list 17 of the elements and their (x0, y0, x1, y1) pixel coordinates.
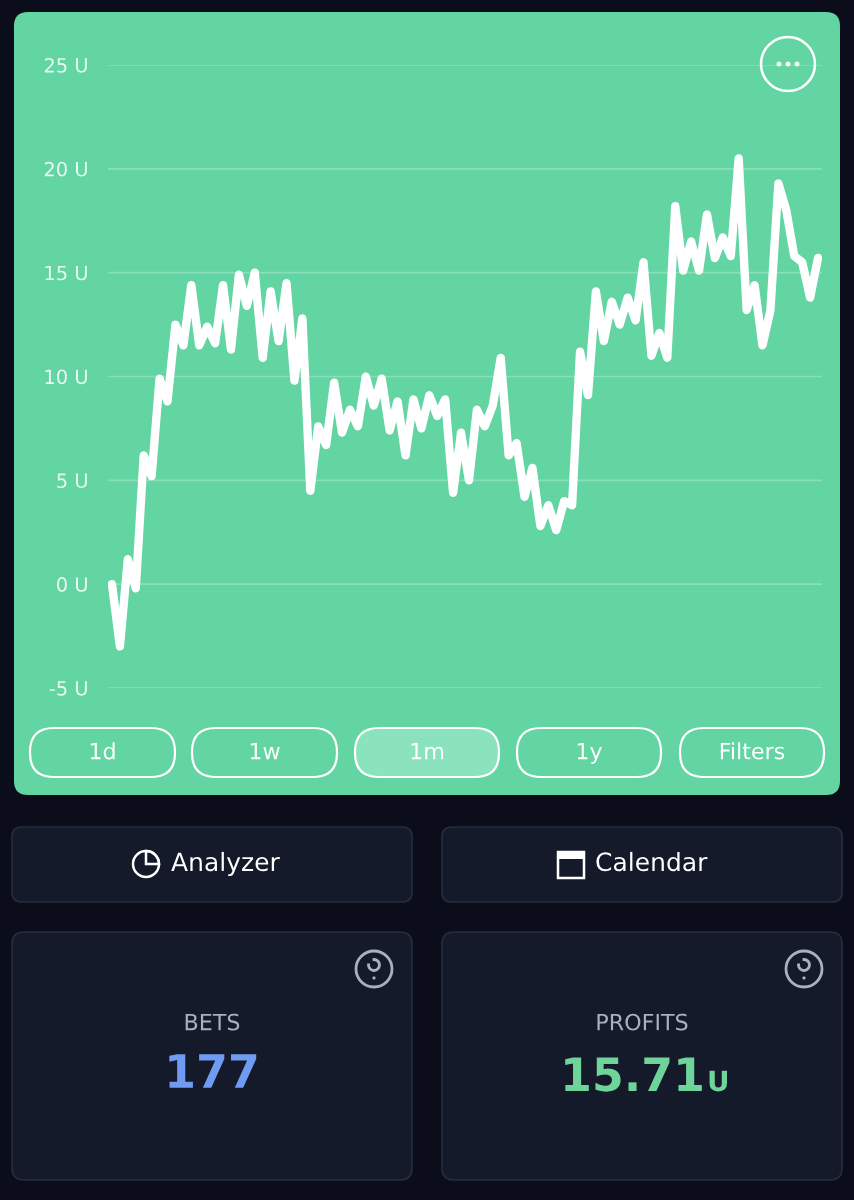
text: 1y (577, 742, 602, 764)
y-tick-label: 25 U (44, 57, 87, 73)
y-tick-label: 15 U (45, 265, 87, 281)
y-tick-label: 10 U (45, 369, 87, 385)
y-tick-label: -5 U (49, 681, 87, 696)
y-tick-label: 20 U (44, 161, 87, 177)
text: Calendar (596, 851, 708, 872)
y-tick-label: 0 U (57, 577, 87, 592)
y-tick-label: 5 U (57, 473, 87, 488)
text: 1m (411, 742, 444, 760)
text: PROFITS (597, 1013, 688, 1031)
text: 177 (169, 1054, 257, 1088)
text: BETS (185, 1013, 240, 1031)
text: 1w (250, 742, 280, 760)
text: Filters (720, 742, 785, 760)
text: Analyzer (171, 851, 280, 877)
text: 1d (90, 742, 115, 760)
